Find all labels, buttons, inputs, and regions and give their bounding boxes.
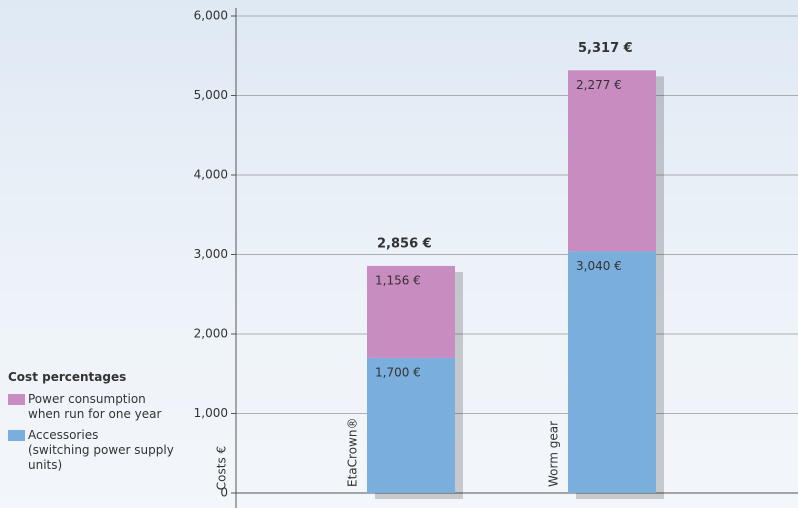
y-tick-label: 6,000 xyxy=(194,9,228,23)
y-tick-label: 1,000 xyxy=(194,406,228,420)
legend-label: Accessories (switching power supply unit… xyxy=(28,428,174,472)
bar-segment xyxy=(568,251,656,493)
y-axis-label: Costs € xyxy=(215,446,229,490)
legend-swatch xyxy=(8,430,25,441)
value-label: 2,277 € xyxy=(576,78,622,92)
bar-segment xyxy=(367,357,455,493)
bar-segment xyxy=(367,265,455,358)
y-tick-label: 3,000 xyxy=(194,247,228,261)
value-label: 1,700 € xyxy=(375,365,421,379)
value-label: 1,156 € xyxy=(375,273,421,287)
total-label: 5,317 € xyxy=(578,41,633,56)
legend-item: Accessories (switching power supply unit… xyxy=(8,428,174,473)
total-label: 2,856 € xyxy=(377,236,432,251)
value-label: 3,040 € xyxy=(576,259,622,273)
legend: Cost percentages Power consumption when … xyxy=(8,370,174,479)
y-tick-label: 0 xyxy=(220,486,228,500)
legend-item: Power consumption when run for one year xyxy=(8,392,174,422)
legend-swatch xyxy=(8,394,25,405)
legend-title: Cost percentages xyxy=(8,370,127,384)
legend-label: Power consumption when run for one year xyxy=(28,392,162,421)
bar-segment xyxy=(568,70,656,252)
x-tick-label: EtaCrown® xyxy=(346,418,360,487)
y-tick-label: 4,000 xyxy=(194,168,228,182)
x-tick-label: Worm gear xyxy=(547,421,561,487)
y-tick-label: 5,000 xyxy=(194,88,228,102)
y-tick-label: 2,000 xyxy=(194,327,228,341)
